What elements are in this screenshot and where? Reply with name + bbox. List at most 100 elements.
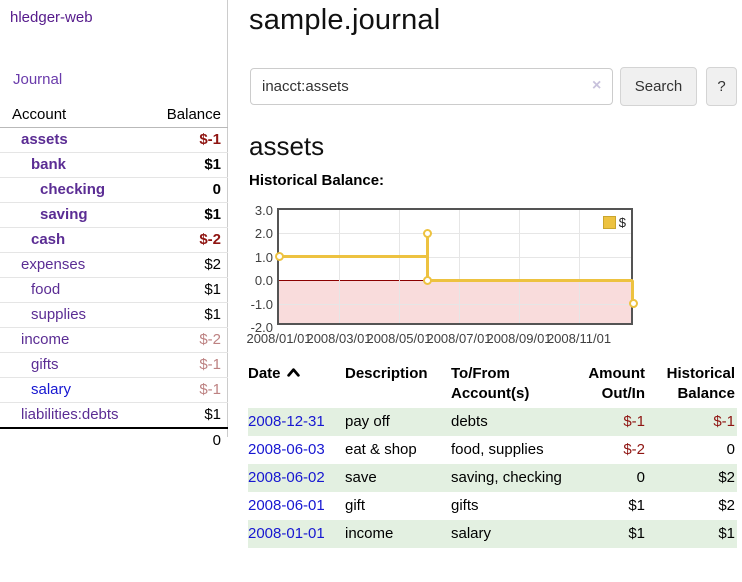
- historical-balance-chart[interactable]: $ 3.0 2.0 1.0 0.0 -1.0 -2.0 2008/01/01 2…: [246, 203, 638, 346]
- transaction-amount: $1: [628, 525, 645, 542]
- transaction-accounts: gifts: [451, 497, 479, 514]
- chart-title: Historical Balance:: [249, 172, 385, 189]
- register-row: 2008-06-02 save saving, checking 0 $2: [248, 464, 737, 492]
- account-link-expenses[interactable]: expenses: [21, 256, 86, 273]
- y-tick: 1.0: [254, 249, 273, 265]
- account-balance: $1: [150, 277, 228, 303]
- register-table: Date Description To/From Account(s) Amou…: [248, 362, 737, 548]
- account-row: checking 0: [0, 177, 228, 203]
- account-link-checking[interactable]: checking: [40, 181, 106, 198]
- account-row: assets $-1: [0, 128, 228, 153]
- transaction-amount: $-2: [623, 441, 645, 458]
- account-link-assets[interactable]: assets: [21, 131, 68, 148]
- transaction-amount: $1: [628, 497, 645, 514]
- account-link-saving[interactable]: saving: [40, 206, 88, 223]
- transaction-date-link[interactable]: 2008-06-03: [248, 441, 325, 458]
- data-point-marker[interactable]: [422, 228, 432, 238]
- account-row: cash $-2: [0, 227, 228, 253]
- y-tick: 2.0: [254, 226, 273, 242]
- legend-swatch-icon: [602, 216, 616, 229]
- account-link-food[interactable]: food: [31, 281, 61, 298]
- accounts-header-row: Account Balance: [0, 103, 228, 128]
- transaction-description: gift: [345, 497, 366, 514]
- x-tick: 2008/07/01: [426, 331, 492, 346]
- transaction-date-link[interactable]: 2008-06-01: [248, 497, 325, 514]
- account-link-gifts[interactable]: gifts: [31, 356, 59, 373]
- account-link-income[interactable]: income: [21, 331, 70, 348]
- transaction-amount: 0: [636, 469, 645, 486]
- account-row: bank $1: [0, 152, 228, 178]
- account-balance: $-1: [150, 352, 228, 378]
- transaction-accounts: saving, checking: [451, 469, 562, 486]
- transaction-balance: $2: [718, 469, 735, 486]
- x-tick: 2008/11/01: [546, 331, 612, 346]
- account-link-cash[interactable]: cash: [31, 231, 66, 248]
- transaction-balance: $1: [718, 525, 735, 542]
- transaction-date-link[interactable]: 2008-01-01: [248, 525, 325, 542]
- y-tick: 0.0: [254, 273, 273, 289]
- chart-legend: $: [602, 215, 626, 230]
- y-tick: 3.0: [254, 203, 273, 218]
- x-tick: 2008/05/01: [366, 331, 432, 346]
- account-row: expenses $2: [0, 252, 228, 278]
- transaction-description: eat & shop: [345, 441, 417, 458]
- search-button[interactable]: Search: [620, 67, 697, 106]
- register-col-date-label: Date: [248, 365, 281, 382]
- gridline: [339, 210, 340, 323]
- register-col-description: Description: [345, 365, 428, 382]
- account-balance: $-1: [150, 377, 228, 403]
- accounts-col-balance: Balance: [150, 103, 228, 128]
- account-heading: assets: [249, 131, 325, 161]
- account-link-liabilities-debts[interactable]: liabilities:debts: [21, 406, 119, 423]
- data-point-marker[interactable]: [274, 252, 284, 262]
- register-row: 2008-06-03 eat & shop food, supplies $-2…: [248, 436, 737, 464]
- register-row: 2008-06-01 gift gifts $1 $2: [248, 492, 737, 520]
- account-row: food $1: [0, 277, 228, 303]
- data-point-marker[interactable]: [628, 299, 638, 309]
- account-link-bank[interactable]: bank: [31, 156, 67, 173]
- register-row: 2008-12-31 pay off debts $-1 $-1: [248, 408, 737, 436]
- accounts-col-account: Account: [0, 103, 151, 128]
- sort-ascending-icon: [286, 364, 300, 384]
- account-balance: $1: [150, 202, 228, 228]
- y-tick: -2.0: [250, 320, 273, 335]
- accounts-total-value: 0: [150, 427, 228, 453]
- account-balance: $2: [150, 252, 228, 278]
- transaction-date-link[interactable]: 2008-12-31: [248, 413, 325, 430]
- series-line-segment: [425, 233, 429, 281]
- search-input[interactable]: [250, 68, 613, 105]
- legend-label: $: [618, 215, 626, 230]
- x-tick: 2008/03/01: [306, 331, 372, 346]
- account-balance: $1: [150, 402, 228, 428]
- register-col-date[interactable]: Date: [248, 362, 345, 408]
- gridline: [459, 210, 460, 323]
- transaction-description: income: [345, 525, 394, 542]
- gridline: [279, 256, 631, 258]
- account-balance: $1: [150, 152, 228, 178]
- account-balance: $1: [150, 302, 228, 328]
- transaction-balance: $2: [718, 497, 735, 514]
- data-point-marker[interactable]: [422, 275, 432, 285]
- transaction-amount: $-1: [623, 413, 645, 430]
- register-col-balance: Historical Balance: [666, 365, 735, 402]
- transaction-accounts: debts: [451, 413, 488, 430]
- account-balance: $-2: [150, 227, 228, 253]
- account-row: gifts $-1: [0, 352, 228, 378]
- clear-search-icon[interactable]: ×: [592, 77, 602, 94]
- transaction-date-link[interactable]: 2008-06-02: [248, 469, 325, 486]
- transaction-accounts: food, supplies: [451, 441, 544, 458]
- register-col-accounts: To/From Account(s): [451, 365, 530, 402]
- accounts-total-row: 0: [0, 427, 228, 453]
- help-button[interactable]: ?: [706, 67, 737, 106]
- transaction-balance: $-1: [713, 413, 735, 430]
- account-link-supplies[interactable]: supplies: [31, 306, 87, 323]
- sidebar-item-journal[interactable]: Journal: [13, 71, 63, 88]
- account-balance: $-2: [150, 327, 228, 353]
- account-link-salary[interactable]: salary: [31, 381, 72, 398]
- series-line-segment: [427, 278, 633, 282]
- y-tick: -1.0: [250, 296, 273, 312]
- x-tick: 2008/01/01: [246, 331, 312, 346]
- account-balance: 0: [150, 177, 228, 203]
- brand-link[interactable]: hledger-web: [10, 9, 93, 26]
